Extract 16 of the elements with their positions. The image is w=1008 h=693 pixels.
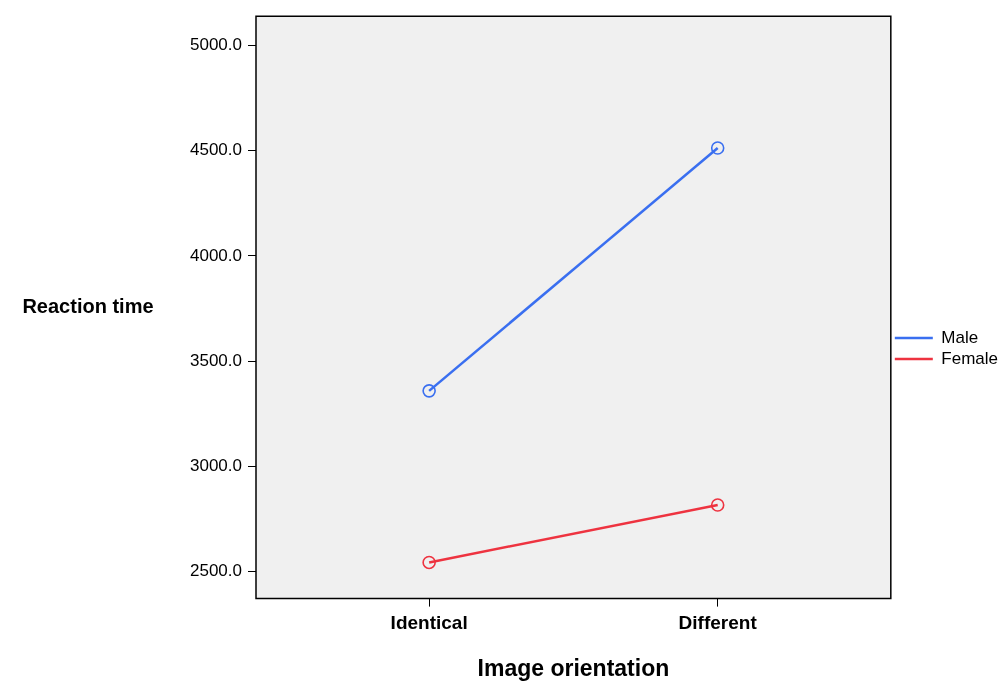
y-tick-label: 5000.0 xyxy=(190,35,242,55)
point xyxy=(422,384,436,398)
point xyxy=(710,141,725,155)
y-tick-label: 3500.0 xyxy=(190,350,242,370)
legend-label: Female xyxy=(941,348,998,368)
legend-label: Male xyxy=(941,327,979,347)
point xyxy=(422,555,436,570)
x-axis-title: Image orientation xyxy=(477,654,670,681)
x-tick-label: Different xyxy=(678,612,758,634)
y-axis-title: Reaction time xyxy=(22,294,154,317)
y-tick-label: 4500.0 xyxy=(190,140,242,160)
x-tick-label: Identical xyxy=(390,612,468,634)
point xyxy=(710,498,725,512)
y-tick-label: 2500.0 xyxy=(190,560,242,580)
y-tick-label: 3000.0 xyxy=(190,455,242,475)
y-tick-label: 4000.0 xyxy=(190,245,242,265)
